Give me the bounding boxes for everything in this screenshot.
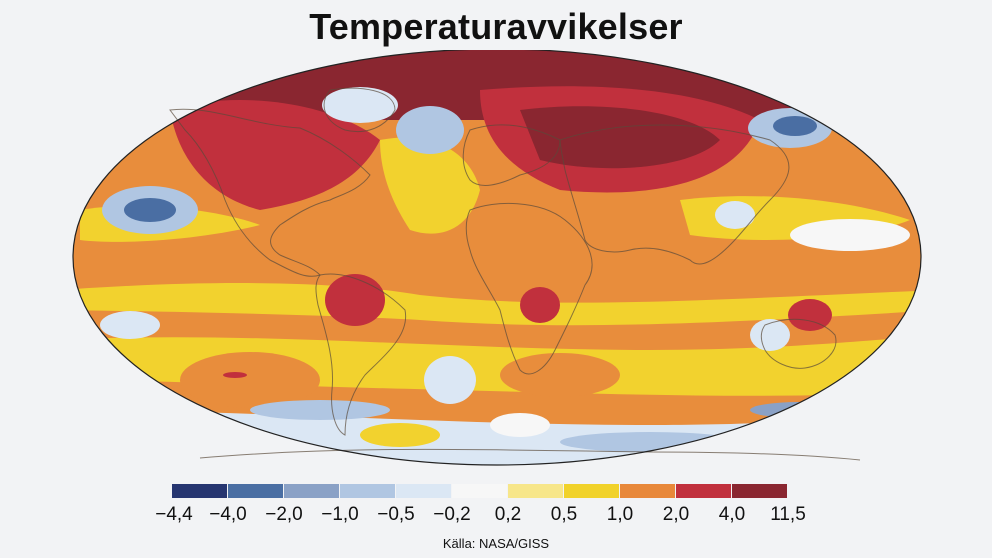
source-credit: Källa: NASA/GISS [442, 536, 550, 551]
field-south-atlantic-orange [500, 353, 620, 397]
field-east-pacific-cool [100, 311, 160, 339]
legend-tick-label: −2,0 [265, 504, 303, 525]
field-southern-pacific-mid [750, 402, 850, 418]
legend-tick-label: −1,0 [321, 504, 359, 525]
coastline-greenland [323, 87, 396, 133]
legend-tick-label: −4,4 [155, 504, 193, 525]
legend-tick-label: −4,0 [209, 504, 247, 525]
legend-tick-label: 0,5 [550, 504, 578, 525]
field-north-pacific-light [790, 219, 910, 251]
legend-tick-label: 0,2 [494, 504, 522, 525]
coastline-antarctica [199, 448, 861, 461]
field-australia-cool [750, 319, 790, 351]
legend-swatch [228, 484, 283, 498]
coastlines [169, 87, 861, 461]
coastline-south-america [315, 273, 407, 436]
field-north-atlantic-cool [396, 106, 464, 154]
field-south-pacific-spot [223, 372, 247, 378]
legend-swatch [284, 484, 339, 498]
field-antarctic-yellow [360, 423, 440, 447]
legend-swatch [340, 484, 395, 498]
coastline-europe [462, 124, 561, 186]
legend-swatch [620, 484, 675, 498]
legend-ticks: −4,4 −4,0 −2,0 −1,0 −0,5 −0,2 0,2 0,5 1,0 2,0 4,0 1… [0, 504, 992, 528]
field-east-asia-cool [715, 201, 755, 229]
field-north-america-hot [170, 100, 380, 210]
field-alaska-cold [124, 198, 176, 222]
legend-tick-label: 2,0 [662, 504, 690, 525]
field-southern-indian-mid [560, 432, 740, 452]
coastline-africa [465, 203, 593, 375]
legend-tick-label: 4,0 [718, 504, 746, 525]
field-africa-hot [520, 287, 560, 323]
legend-tick-label: −0,5 [377, 504, 415, 525]
legend-tick-label: 11,5 [770, 504, 806, 525]
legend-tick-label: −0,2 [433, 504, 471, 525]
legend-swatch [452, 484, 507, 498]
field-south-pacific-orange [180, 352, 320, 408]
field-siberia-hottest [520, 106, 720, 169]
world-temperature-anomaly-map [72, 50, 922, 466]
map-title: Temperaturavvikelser [309, 6, 683, 47]
legend-swatch [172, 484, 227, 498]
legend-swatch [676, 484, 731, 498]
color-legend [172, 484, 788, 498]
coastline-australia [760, 318, 837, 369]
field-tropical-yellow [73, 283, 921, 326]
field-southern-ocean-mid [250, 400, 390, 420]
coastline-north-america [169, 108, 371, 277]
legend-swatch [396, 484, 451, 498]
map-outline [72, 50, 922, 466]
legend-tick-label: 1,0 [606, 504, 634, 525]
field-atlantic-yellow [380, 137, 480, 234]
legend-swatch [732, 484, 787, 498]
field-cape-cool [424, 356, 476, 404]
legend-swatch [508, 484, 563, 498]
field-greenland-cool [322, 87, 398, 123]
field-antarctic-light [490, 413, 550, 437]
coastline-asia [559, 124, 790, 265]
field-kamchatka-cold [773, 116, 817, 136]
field-amazon-hot [325, 274, 385, 326]
legend-swatch [564, 484, 619, 498]
field-australia-hot [788, 299, 832, 331]
